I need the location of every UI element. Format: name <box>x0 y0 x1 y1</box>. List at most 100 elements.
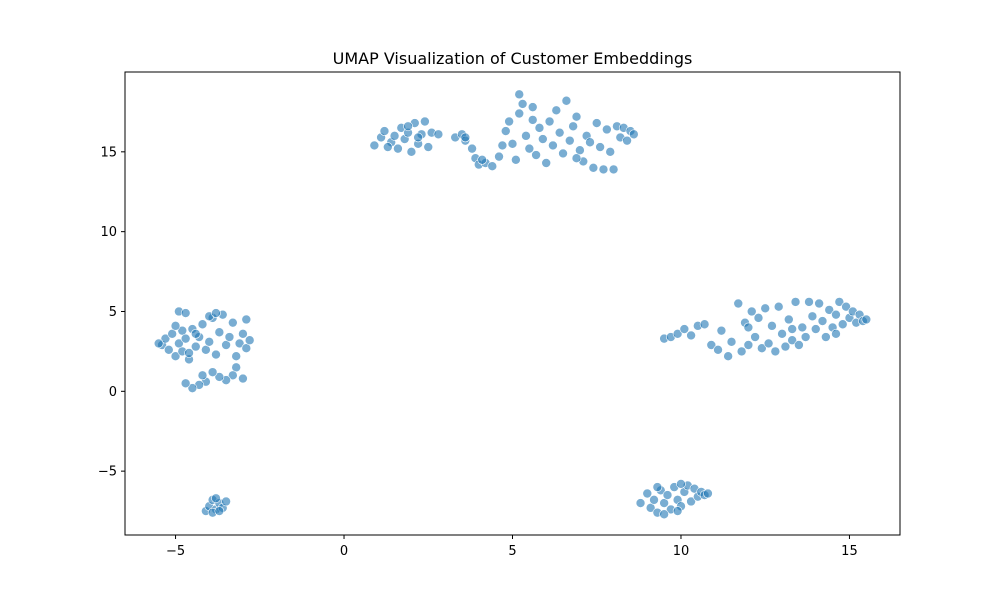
scatter-point <box>645 503 656 513</box>
scatter-point <box>514 108 525 119</box>
scatter-point <box>831 309 841 320</box>
chart-title: UMAP Visualization of Customer Embedding… <box>333 49 693 68</box>
scatter-point <box>393 143 403 154</box>
x-tick-label: 5 <box>508 544 516 559</box>
scatter-point <box>413 132 423 143</box>
scatter-point <box>207 367 218 377</box>
scatter-point <box>591 118 602 128</box>
scatter-point <box>686 330 696 341</box>
scatter-point <box>659 509 669 520</box>
x-tick-label: 15 <box>841 544 858 559</box>
scatter-point <box>652 482 663 492</box>
scatter-point <box>699 319 710 330</box>
scatter-point <box>433 129 444 140</box>
scatter-point <box>167 329 177 339</box>
scatter-point <box>628 129 639 140</box>
scatter-point <box>406 147 417 157</box>
scatter-point <box>743 322 754 333</box>
scatter-point <box>174 338 184 349</box>
scatter-point <box>524 143 535 154</box>
y-tick-label: 10 <box>100 225 117 240</box>
scatter-point <box>605 147 616 157</box>
scatter-point <box>598 164 609 175</box>
scatter-point <box>228 370 238 381</box>
scatter-point <box>595 142 605 152</box>
scatter-point <box>541 158 552 168</box>
y-tick-label: −5 <box>98 465 117 480</box>
scatter-point <box>716 325 727 336</box>
scatter-point <box>538 134 548 144</box>
scatter-point <box>787 324 797 334</box>
scatter-point <box>234 338 245 349</box>
scatter-point <box>460 132 471 143</box>
scatter-point <box>780 341 791 352</box>
scatter-point <box>672 506 683 516</box>
scatter-point <box>760 303 771 314</box>
scatter-point <box>763 338 774 349</box>
scatter-point <box>521 131 531 141</box>
scatter-point <box>662 490 673 500</box>
y-axis: −5 0 5 10 15 <box>98 145 125 480</box>
scatter-point <box>706 340 717 350</box>
scatter-point <box>160 333 171 344</box>
scatter-point <box>504 116 514 127</box>
scatter-point <box>534 123 545 133</box>
scatter-point <box>824 305 835 315</box>
scatter-point <box>224 332 235 342</box>
scatter-point <box>467 143 477 154</box>
scatter-point <box>642 488 653 499</box>
scatter-point <box>797 322 808 333</box>
scatter-point <box>588 162 599 173</box>
scatter-point <box>676 479 686 489</box>
scatter-point <box>231 351 241 361</box>
scatter-point <box>477 155 487 165</box>
scatter-point <box>214 327 225 338</box>
scatter-point <box>804 297 814 307</box>
scatter-point <box>622 135 632 146</box>
scatter-point <box>575 145 585 156</box>
scatter-point <box>527 102 538 112</box>
scatter-point <box>783 314 794 325</box>
scatter-point <box>753 313 764 323</box>
scatter-point <box>369 140 380 151</box>
y-tick-label: 0 <box>109 385 117 400</box>
scatter-point <box>571 111 582 122</box>
scatter-point <box>659 498 669 508</box>
scatter-point <box>807 311 818 322</box>
x-axis: −5 0 5 10 15 <box>166 535 858 559</box>
scatter-point <box>861 314 872 325</box>
scatter-point <box>558 148 568 159</box>
scatter-point <box>214 372 225 382</box>
scatter-point <box>211 349 221 360</box>
scatter-point <box>770 346 781 357</box>
scatter-point <box>568 121 578 132</box>
scatter-point <box>211 308 221 318</box>
scatter-point <box>713 344 723 355</box>
scatter-point <box>564 135 575 146</box>
scatter-point <box>211 493 221 504</box>
scatter-point <box>238 329 248 339</box>
scatter-point <box>635 498 646 508</box>
scatter-point <box>787 335 797 346</box>
scatter-point <box>403 121 413 132</box>
scatter-point <box>841 301 851 312</box>
scatter-point <box>834 297 845 307</box>
scatter-point <box>214 506 225 516</box>
scatter-point <box>551 105 562 116</box>
scatter-point <box>649 495 659 505</box>
scatter-point <box>190 341 201 352</box>
scatter-point <box>703 488 713 499</box>
scatter-point <box>750 332 760 342</box>
x-tick-label: 0 <box>340 544 348 559</box>
scatter-point <box>497 140 508 151</box>
scatter-point <box>757 343 767 354</box>
scatter-point <box>164 344 174 355</box>
scatter-point <box>608 164 619 175</box>
scatter-point <box>177 325 188 336</box>
scatter-point <box>672 329 683 339</box>
scatter-point <box>773 301 784 312</box>
scatter-point <box>511 155 521 165</box>
scatter-point <box>241 314 252 325</box>
scatter-point <box>831 329 841 339</box>
